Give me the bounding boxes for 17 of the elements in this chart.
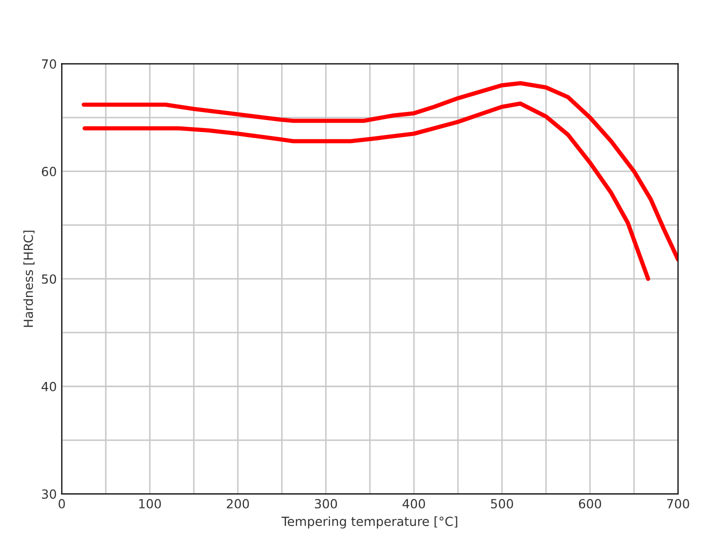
y-axis-title: Hardness [HRC]	[23, 230, 34, 327]
y-tick-label: 40	[42, 382, 56, 392]
x-axis-title: Tempering temperature [°C]	[282, 516, 458, 529]
x-tick-label: 600	[578, 498, 602, 508]
y-tick-label: 60	[42, 166, 56, 176]
x-tick-label: 100	[139, 498, 161, 508]
x-tick-label: 500	[491, 498, 514, 508]
y-tick-label: 70	[42, 59, 56, 69]
x-tick-label: 300	[314, 498, 337, 508]
line-series	[82, 102, 650, 281]
x-tick-label: 0	[58, 498, 65, 508]
x-tick-label: 200	[226, 498, 249, 508]
line-series	[82, 81, 678, 262]
y-tick-label: 50	[42, 274, 56, 284]
x-tick-label: 400	[402, 498, 426, 508]
x-tick-label: 700	[667, 498, 690, 508]
y-tick-label: 30	[42, 489, 56, 499]
